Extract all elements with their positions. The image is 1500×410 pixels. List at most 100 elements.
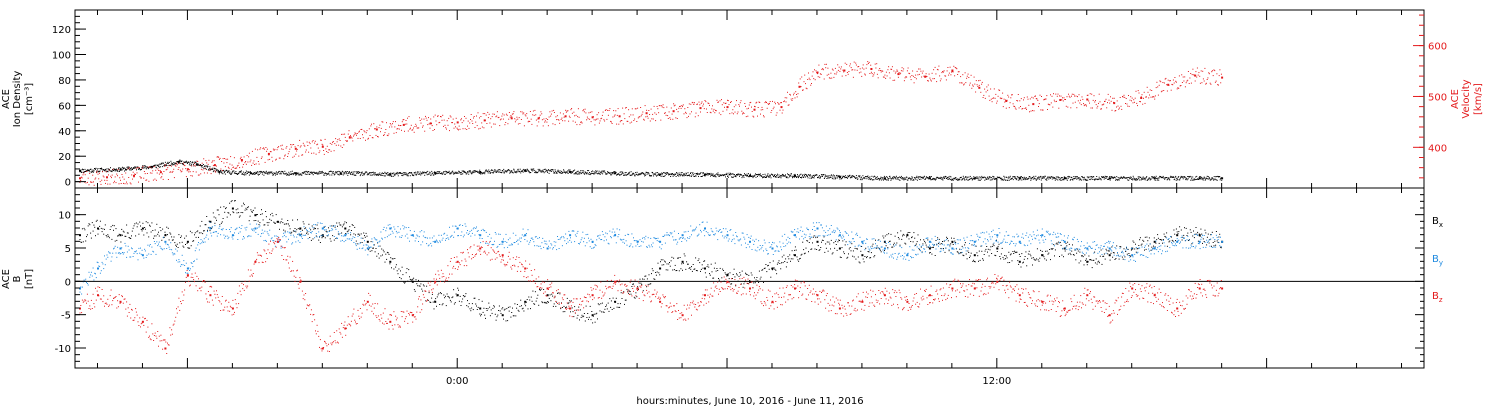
density-dot (428, 173, 430, 175)
velocity-dot (688, 115, 689, 117)
density-dot (1135, 178, 1137, 180)
velocity-dot (919, 68, 921, 70)
density-dot (567, 173, 569, 174)
density-dot (949, 178, 951, 180)
bx-dot (559, 293, 561, 295)
velocity-dot (452, 118, 454, 120)
bx-dot (376, 255, 378, 257)
density-dot (1076, 178, 1078, 180)
velocity-dot (1164, 78, 1166, 80)
velocity-dot (520, 119, 522, 120)
velocity-dot (1107, 93, 1109, 95)
velocity-dot (964, 72, 966, 74)
velocity-dot (903, 68, 905, 70)
bx-dot (180, 237, 182, 238)
density-dot (880, 179, 882, 181)
velocity-dot (951, 71, 953, 73)
velocity-dot (851, 69, 853, 71)
density-dot (403, 172, 405, 174)
bx-dot (779, 263, 781, 264)
density-dot (1104, 177, 1106, 179)
density-dot (1048, 178, 1050, 180)
velocity-dot (940, 78, 942, 80)
velocity-dot (987, 89, 989, 91)
velocity-dot (616, 123, 618, 125)
velocity-dot (1088, 100, 1090, 102)
bx-dot (667, 269, 669, 271)
bx-dot (785, 266, 787, 268)
density-dot (682, 174, 684, 176)
density-dot (665, 172, 667, 174)
velocity-dot (791, 100, 793, 101)
bx-dot (384, 261, 386, 263)
velocity-dot (272, 148, 274, 150)
density-dot (508, 169, 510, 171)
velocity-dot (1080, 99, 1081, 101)
density-dot (976, 177, 978, 179)
velocity-dot (387, 135, 389, 137)
bx-dot (839, 240, 840, 241)
density-dot (280, 171, 282, 173)
velocity-dot (966, 75, 968, 77)
velocity-dot (587, 118, 589, 120)
bx-dot (567, 303, 569, 305)
bx-dot (279, 222, 281, 224)
density-dot (971, 179, 973, 181)
velocity-dot (684, 108, 686, 110)
velocity-dot (1040, 109, 1042, 111)
density-dot (1001, 177, 1003, 179)
bx-dot (163, 236, 165, 238)
bx-dot (312, 238, 314, 240)
velocity-dot (522, 113, 524, 115)
density-dot (1195, 179, 1197, 180)
velocity-dot (233, 166, 235, 168)
bx-dot (715, 270, 717, 272)
density-dot (348, 172, 350, 174)
velocity-dot (569, 116, 571, 118)
velocity-dot (203, 172, 205, 174)
velocity-dot (1187, 79, 1189, 81)
bx-dot (763, 268, 765, 269)
density-dot (780, 175, 781, 177)
bx-dot (391, 258, 393, 260)
velocity-dot (1037, 99, 1039, 101)
velocity-dot (266, 150, 268, 152)
velocity-dot (138, 181, 139, 183)
bx-dot (322, 236, 324, 238)
velocity-dot (443, 119, 445, 121)
velocity-dot (1101, 108, 1102, 110)
density-dot (719, 175, 720, 177)
bx-dot (423, 285, 425, 287)
density-dot (263, 172, 265, 174)
bx-dot (632, 283, 634, 285)
density-dot (665, 173, 667, 175)
density-dot (757, 175, 758, 177)
bx-dot (373, 247, 374, 249)
velocity-dot (580, 121, 582, 123)
velocity-dot (917, 74, 919, 76)
velocity-dot (311, 141, 313, 143)
bx-dot (380, 255, 382, 257)
velocity-dot (798, 82, 800, 84)
density-dot (855, 175, 857, 177)
density-dot (407, 175, 409, 177)
bx-dot (189, 247, 191, 249)
density-dot (969, 178, 971, 180)
velocity-dot (778, 103, 780, 105)
velocity-dot (1189, 77, 1191, 79)
density-dot (1169, 179, 1171, 181)
velocity-dot (640, 115, 642, 117)
bx-dot (157, 233, 159, 235)
density-dot (1052, 176, 1054, 178)
velocity-dot (523, 112, 525, 114)
velocity-dot (483, 127, 485, 129)
velocity-dot (898, 72, 900, 73)
density-dot (896, 178, 898, 180)
velocity-dot (664, 112, 666, 114)
velocity-dot (748, 104, 750, 106)
velocity-dot (132, 178, 133, 180)
velocity-dot (416, 125, 417, 127)
bx-dot (530, 296, 532, 298)
density-dot (531, 169, 533, 171)
density-dot (125, 169, 126, 170)
